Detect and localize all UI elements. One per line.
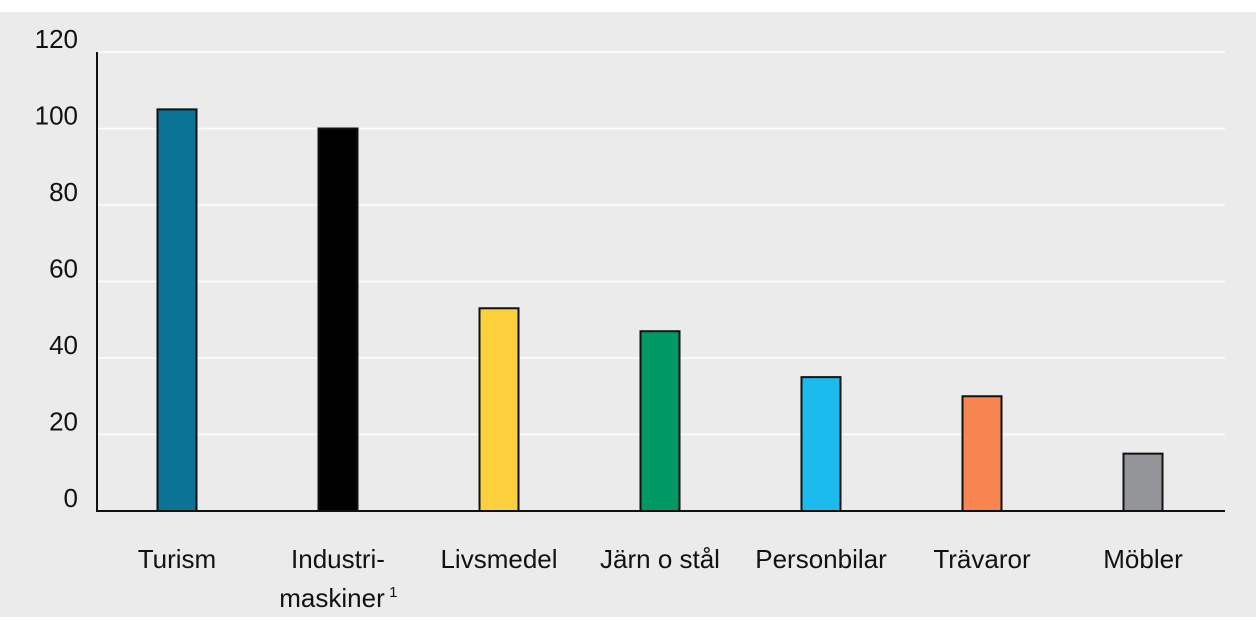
bar: [480, 308, 519, 511]
x-tick-label: Personbilar: [755, 544, 887, 574]
x-tick-label: Möbler: [1103, 544, 1183, 574]
y-tick-label: 60: [49, 254, 78, 284]
y-tick-label: 20: [49, 407, 78, 437]
bar: [963, 396, 1002, 511]
bar: [158, 109, 197, 511]
bar: [319, 129, 358, 512]
x-tick-label: Livsmedel: [440, 544, 557, 574]
y-tick-label: 40: [49, 330, 78, 360]
x-tick-label: Järn o stål: [600, 544, 720, 574]
x-tick-label: Trävaror: [933, 544, 1031, 574]
bar: [802, 377, 841, 511]
y-tick-label: 80: [49, 177, 78, 207]
bar: [1124, 454, 1163, 511]
x-tick-label-line2: maskiner: [279, 583, 385, 613]
x-tick-label: Turism: [138, 544, 216, 574]
x-tick-label: Industri-: [291, 544, 385, 574]
y-tick-label: 120: [35, 24, 78, 54]
y-tick-label: 0: [64, 483, 78, 513]
y-tick-label: 100: [35, 101, 78, 131]
bar: [641, 331, 680, 511]
footnote-marker: 1: [389, 584, 397, 601]
